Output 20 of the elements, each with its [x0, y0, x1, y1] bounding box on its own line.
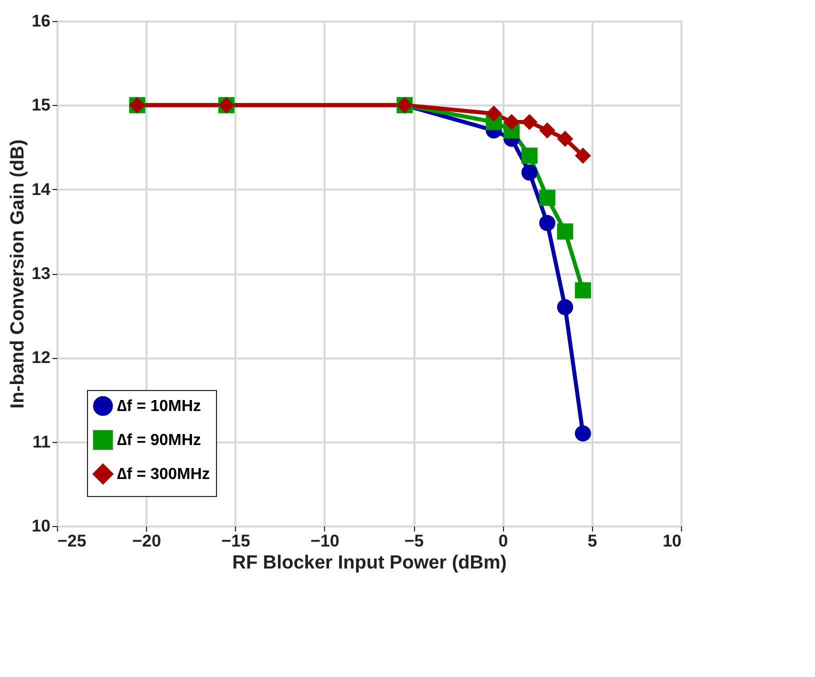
y-tick-label: 11	[32, 432, 50, 452]
x-tick-label: 5	[588, 532, 598, 550]
x-tick-label: −5	[404, 532, 424, 550]
x-tick-label: −20	[132, 532, 162, 550]
x-tick-label: −15	[221, 532, 250, 550]
y-axis-title: In-band Conversion Gain (dB)	[8, 139, 29, 409]
y-tick-label: 13	[32, 264, 50, 283]
legend-label: ∆f = 90MHz	[117, 432, 202, 449]
x-tick-label: −25	[58, 532, 86, 550]
legend-label: ∆f = 10MHz	[117, 398, 202, 415]
x-tick-label: 0	[498, 532, 508, 550]
y-tick-label: 15	[32, 96, 50, 115]
y-tick-label: 12	[32, 348, 50, 368]
y-tick-label: 14	[32, 180, 52, 199]
y-tick-label: 16	[32, 12, 50, 30]
x-tick-label: −10	[310, 532, 340, 550]
x-axis-title: RF Blocker Input Power (dBm)	[232, 552, 507, 574]
x-tick-label: 10	[662, 532, 682, 550]
legend-label: ∆f = 300MHz	[117, 466, 210, 483]
y-tick-label: 10	[32, 516, 50, 536]
